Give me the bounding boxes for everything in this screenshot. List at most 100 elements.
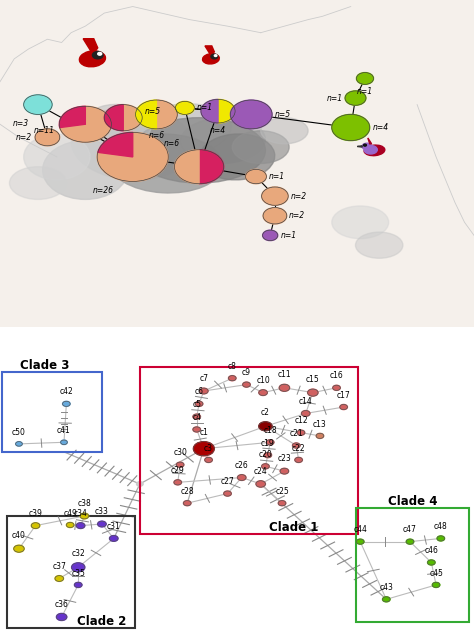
- Circle shape: [80, 513, 89, 519]
- Circle shape: [195, 401, 203, 406]
- Text: c41: c41: [57, 426, 71, 435]
- Text: c42: c42: [59, 387, 73, 396]
- Text: c3: c3: [204, 444, 213, 453]
- Text: c23: c23: [277, 454, 292, 463]
- Ellipse shape: [180, 118, 265, 163]
- Circle shape: [193, 414, 201, 419]
- Circle shape: [63, 401, 70, 406]
- Bar: [140, 367, 358, 533]
- Text: c46: c46: [424, 546, 438, 555]
- Text: c31: c31: [107, 522, 121, 531]
- Wedge shape: [218, 99, 235, 123]
- Text: c34: c34: [73, 509, 88, 518]
- Ellipse shape: [232, 131, 289, 163]
- Circle shape: [228, 376, 236, 381]
- Circle shape: [61, 440, 67, 445]
- Text: c45: c45: [429, 569, 443, 578]
- Polygon shape: [368, 138, 372, 144]
- Text: c2: c2: [261, 408, 270, 417]
- Circle shape: [340, 404, 347, 410]
- Text: n=26: n=26: [93, 187, 114, 196]
- Text: c25: c25: [275, 487, 289, 496]
- Text: c12: c12: [294, 416, 308, 426]
- Ellipse shape: [364, 145, 385, 156]
- Circle shape: [214, 54, 217, 56]
- Circle shape: [224, 491, 231, 496]
- Text: n=1: n=1: [357, 87, 373, 96]
- Wedge shape: [356, 72, 374, 85]
- Circle shape: [55, 576, 64, 581]
- Ellipse shape: [364, 146, 377, 154]
- Wedge shape: [246, 169, 266, 184]
- Text: n=2: n=2: [16, 133, 32, 142]
- Circle shape: [279, 384, 290, 391]
- Circle shape: [257, 482, 264, 487]
- Text: c10: c10: [256, 376, 270, 385]
- Ellipse shape: [9, 167, 66, 199]
- Text: c27: c27: [220, 477, 235, 486]
- Text: n=1: n=1: [327, 94, 343, 103]
- Text: c4: c4: [192, 413, 201, 422]
- Text: c5: c5: [192, 400, 201, 410]
- Text: Clade 1: Clade 1: [269, 520, 319, 533]
- Text: c18: c18: [264, 426, 277, 435]
- Text: c47: c47: [403, 525, 417, 535]
- Text: n=5: n=5: [275, 110, 291, 119]
- Text: c8: c8: [228, 362, 237, 370]
- Text: c9: c9: [242, 368, 251, 377]
- Text: c21: c21: [290, 429, 303, 438]
- Text: n=3: n=3: [12, 119, 28, 128]
- Text: Clade 3: Clade 3: [20, 359, 70, 372]
- Text: c20: c20: [258, 450, 273, 459]
- Text: Clade 4: Clade 4: [388, 495, 437, 508]
- Ellipse shape: [43, 140, 128, 199]
- Circle shape: [266, 440, 274, 445]
- Circle shape: [137, 482, 143, 487]
- Circle shape: [176, 462, 184, 467]
- Circle shape: [437, 536, 445, 541]
- Text: c6: c6: [195, 387, 203, 396]
- Text: c44: c44: [353, 525, 367, 535]
- Circle shape: [243, 382, 250, 387]
- Text: c16: c16: [329, 371, 344, 380]
- Circle shape: [264, 453, 272, 458]
- Text: n=4: n=4: [373, 123, 389, 132]
- Ellipse shape: [129, 104, 231, 158]
- Text: c37: c37: [52, 562, 66, 570]
- Circle shape: [295, 458, 302, 463]
- Bar: [2, 372, 102, 452]
- Wedge shape: [156, 100, 177, 129]
- Circle shape: [76, 523, 85, 528]
- Text: n=2: n=2: [291, 192, 307, 201]
- Wedge shape: [104, 104, 123, 131]
- Wedge shape: [174, 150, 199, 184]
- Circle shape: [259, 390, 267, 395]
- Polygon shape: [205, 46, 214, 54]
- Circle shape: [262, 464, 269, 469]
- Wedge shape: [201, 99, 218, 123]
- Circle shape: [259, 422, 272, 431]
- Ellipse shape: [133, 118, 265, 183]
- Text: c50: c50: [12, 428, 26, 437]
- Text: Clade 2: Clade 2: [77, 615, 127, 628]
- Circle shape: [193, 442, 214, 456]
- Circle shape: [92, 51, 103, 59]
- Text: c15: c15: [306, 375, 320, 384]
- Circle shape: [74, 582, 82, 587]
- Circle shape: [183, 501, 191, 506]
- Circle shape: [200, 388, 208, 394]
- Wedge shape: [60, 106, 111, 142]
- Ellipse shape: [24, 134, 90, 179]
- Text: c38: c38: [77, 499, 91, 508]
- Circle shape: [428, 560, 435, 565]
- Ellipse shape: [86, 104, 151, 144]
- Circle shape: [72, 563, 85, 572]
- Wedge shape: [136, 100, 156, 129]
- Text: c49: c49: [63, 508, 77, 518]
- Text: n=2: n=2: [289, 212, 305, 221]
- Circle shape: [316, 433, 324, 438]
- Text: c32: c32: [71, 549, 85, 558]
- Circle shape: [98, 521, 106, 527]
- Wedge shape: [35, 129, 60, 146]
- Text: c22: c22: [292, 444, 305, 453]
